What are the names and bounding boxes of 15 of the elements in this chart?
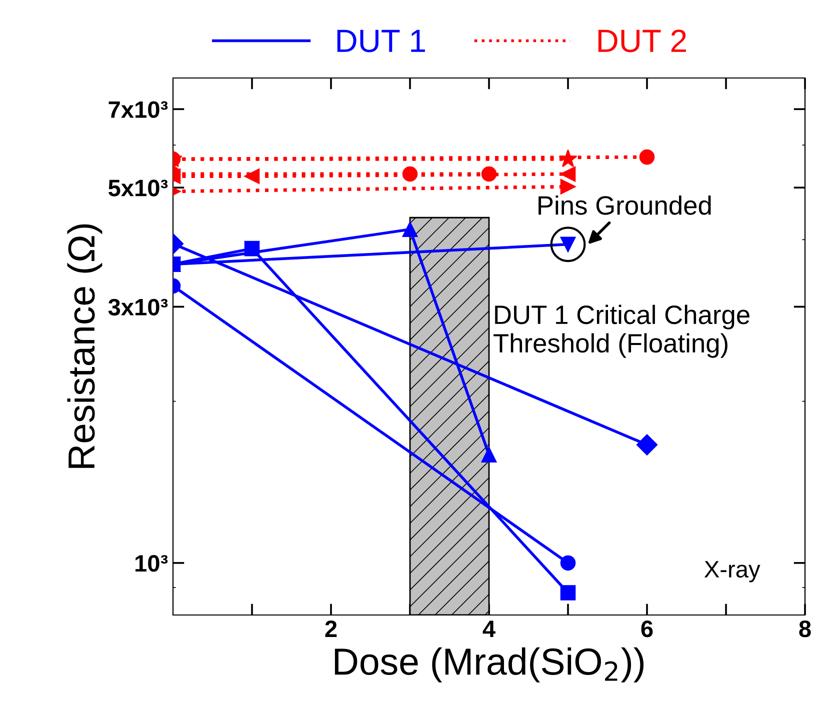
x-tick-label: 2 [325,620,337,637]
x-axis-title: Dose (Mrad(SiO$_{2}$)) [334,647,644,682]
x-tick-label: 8 [799,620,811,638]
y-tick-label: 7x10³ [108,101,168,118]
x-tick-label: 4 [482,620,496,637]
y-tick-label: 3x10³ [108,298,168,316]
annotation: X-ray [704,561,760,582]
band-label: DUT 1 Critical Charge Threshold (Floating) [494,304,750,358]
legend-label: DUT 2 [598,30,686,52]
legend-label: DUT 1 [337,30,425,52]
y-axis-title: Resistance (Ω) [67,224,102,468]
x-tick-label: 6 [641,620,653,638]
y-tick-label: 10³ [136,555,168,572]
annotation: Pins Grounded [538,195,711,215]
y-tick-label: 5x10³ [108,180,168,196]
